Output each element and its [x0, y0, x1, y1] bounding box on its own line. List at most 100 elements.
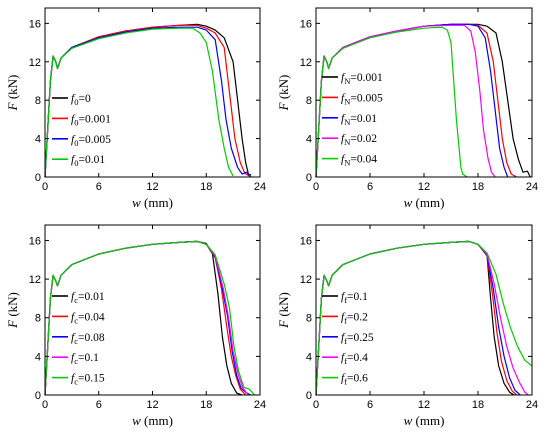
- legend-value: =0.005: [78, 134, 111, 146]
- legend-symbol: f: [341, 133, 346, 145]
- legend-entry: fc=0.1: [71, 352, 99, 366]
- legend-entry: fc=0.08: [71, 332, 105, 346]
- legend-entry: fN=0.04: [341, 154, 377, 168]
- y-tick-label: 8: [306, 95, 312, 107]
- y-tick-label: 16: [300, 235, 312, 247]
- legend-symbol: f: [71, 373, 76, 385]
- y-tick-label: 0: [306, 172, 312, 184]
- x-axis-variable: w: [404, 195, 413, 210]
- x-tick-label: 18: [472, 181, 484, 193]
- legend-entry: f0=0.001: [71, 113, 111, 127]
- x-axis-label: w (mm): [132, 413, 173, 428]
- legend-symbol: f: [341, 154, 346, 166]
- x-axis-unit: (mm): [412, 195, 444, 210]
- x-tick-label: 12: [418, 399, 430, 411]
- x-axis-label: w (mm): [132, 195, 173, 210]
- legend-symbol: f: [341, 72, 346, 84]
- y-axis-unit: (kN): [276, 292, 291, 320]
- legend-value: =0.15: [78, 373, 105, 385]
- y-tick-label: 16: [29, 18, 41, 30]
- x-tick-label: 0: [313, 399, 319, 411]
- legend-subscript: c: [74, 315, 78, 325]
- y-tick-label: 4: [306, 351, 312, 363]
- y-tick-label: 0: [35, 172, 41, 184]
- legend-subscript: N: [344, 137, 350, 147]
- legend-entry: ff=0.1: [341, 291, 368, 305]
- legend-entry: fN=0.005: [341, 92, 383, 106]
- y-tick-label: 16: [300, 18, 312, 30]
- legend-subscript: c: [74, 336, 78, 346]
- legend-entry: f0=0.01: [71, 154, 105, 168]
- plot-frame: [315, 7, 533, 178]
- y-tick-label: 12: [29, 57, 41, 69]
- legend-value: =0.1: [78, 352, 99, 364]
- y-tick-label: 4: [306, 134, 312, 146]
- x-tick-label: 12: [146, 181, 158, 193]
- x-tick-label: 24: [526, 399, 538, 411]
- legend-entry: fN=0.001: [341, 72, 383, 86]
- legend-value: =0.005: [350, 92, 383, 104]
- legend-symbol: f: [341, 373, 346, 385]
- legend-subscript: c: [74, 356, 78, 366]
- legend-subscript: 0: [74, 97, 78, 107]
- series-line-5: [315, 240, 533, 396]
- series-line-5: [315, 26, 468, 178]
- x-tick-label: 0: [42, 399, 48, 411]
- legend-value: =0.01: [78, 291, 105, 303]
- legend-subscript: f: [344, 315, 347, 325]
- y-tick-label: 12: [29, 274, 41, 286]
- y-axis-variable: F: [276, 319, 291, 329]
- y-tick-label: 12: [300, 274, 312, 286]
- plot-frame: [44, 7, 261, 178]
- x-tick-label: 24: [254, 399, 266, 411]
- x-tick-label: 24: [526, 181, 538, 193]
- legend-value: =0.001: [78, 113, 111, 125]
- legend-subscript: c: [74, 295, 78, 305]
- legend-subscript: N: [344, 117, 350, 127]
- legend-entry: ff=0.6: [341, 373, 368, 387]
- x-tick-label: 18: [200, 181, 212, 193]
- legend-entry: ff=0.4: [341, 352, 368, 366]
- y-tick-label: 4: [35, 351, 41, 363]
- legend-subscript: f: [344, 295, 347, 305]
- legend-value: =0.08: [78, 332, 105, 344]
- x-axis-variable: w: [404, 413, 413, 428]
- y-tick-label: 0: [35, 390, 41, 402]
- legend-value: =0.04: [350, 154, 377, 166]
- x-tick-label: 12: [418, 181, 430, 193]
- legend-subscript: N: [344, 76, 350, 86]
- legend-entry: fN=0.02: [341, 133, 377, 147]
- x-axis-unit: (mm): [412, 413, 444, 428]
- x-tick-label: 24: [254, 181, 266, 193]
- legend-entry: f0=0.005: [71, 134, 111, 148]
- y-tick-label: 8: [35, 313, 41, 325]
- legend-symbol: f: [341, 291, 346, 303]
- legend-entry: ff=0.2: [341, 311, 368, 325]
- x-tick-label: 18: [472, 399, 484, 411]
- y-axis-label: F (kN): [5, 75, 20, 112]
- legend-symbol: f: [341, 311, 346, 323]
- x-tick-label: 0: [42, 181, 48, 193]
- legend-value: =0.001: [350, 72, 383, 84]
- legend-symbol: f: [71, 291, 76, 303]
- y-axis-label: F (kN): [276, 292, 291, 329]
- legend-symbol: f: [341, 352, 346, 364]
- x-tick-label: 6: [367, 399, 373, 411]
- x-tick-label: 18: [200, 399, 212, 411]
- x-tick-label: 6: [367, 181, 373, 193]
- x-tick-label: 6: [96, 181, 102, 193]
- y-axis-unit: (kN): [5, 292, 20, 320]
- legend-subscript: N: [344, 158, 350, 168]
- x-axis-label: w (mm): [404, 195, 445, 210]
- x-axis-label: w (mm): [404, 413, 445, 428]
- x-axis-variable: w: [132, 413, 141, 428]
- y-axis-variable: F: [5, 319, 20, 329]
- y-tick-label: 4: [35, 134, 41, 146]
- y-tick-label: 16: [29, 235, 41, 247]
- legend-symbol: f: [71, 154, 76, 166]
